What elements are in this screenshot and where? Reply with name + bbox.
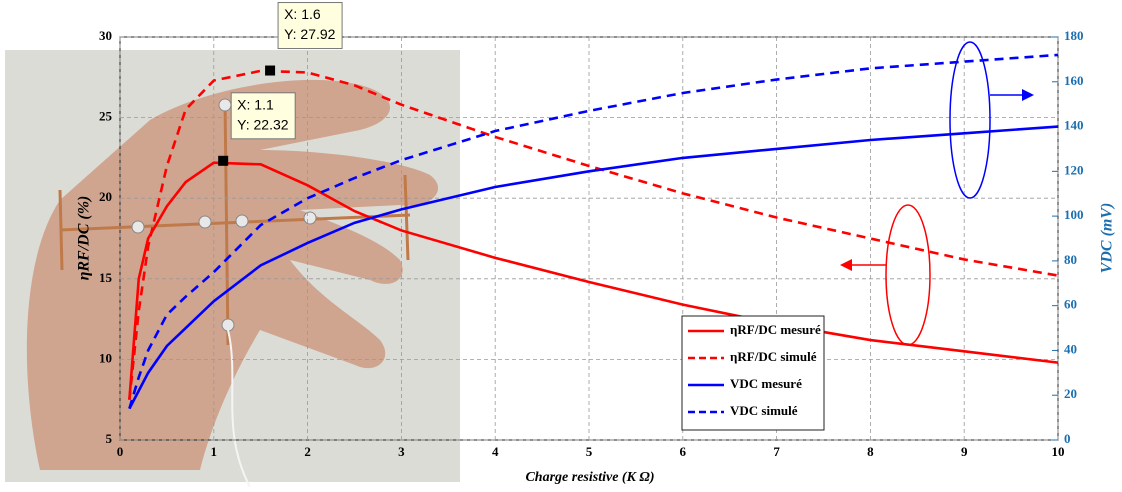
y2-axis-label: VDC (mV) (1099, 203, 1116, 274)
hand (26, 79, 439, 471)
callouts (840, 41, 1034, 346)
x-tick-label: 3 (398, 444, 405, 459)
series-line (128, 125, 1059, 410)
y-tick-label: 20 (99, 189, 112, 204)
data-tip-marker (218, 155, 229, 166)
x-tick-label: 2 (304, 444, 311, 459)
data-tip-text: Y: 27.92 (284, 26, 336, 42)
x-tick-label: 7 (773, 444, 780, 459)
components (131, 98, 317, 332)
y-axis-label: ηRF/DC (%) (76, 196, 93, 281)
x-axis-label: Charge resistive (K Ω) (525, 470, 654, 485)
series-line (128, 53, 1059, 410)
y-tick-label: 10 (99, 350, 112, 365)
wire (227, 329, 251, 488)
legend-label: ηRF/DC simulé (730, 349, 817, 364)
x-tick-label: 9 (961, 444, 968, 459)
y-tick-label: 25 (99, 109, 113, 124)
x-tick-label: 6 (680, 444, 687, 459)
data-tip-text: Y: 22.32 (237, 117, 289, 133)
y-tick-label: 5 (106, 431, 113, 446)
y-tick-label: 30 (99, 28, 112, 43)
series-line (128, 69, 1059, 400)
antenna (58, 99, 411, 346)
y2-tick-label: 80 (1064, 252, 1077, 267)
x-tick-label: 4 (492, 444, 499, 459)
x-tick-label: 0 (117, 444, 124, 459)
plot: 0 1 2 3 4 5 6 7 8 9 10 5 10 15 20 25 30 0 20 40 60 80 100 120 14… (99, 2, 1084, 459)
y2-tick-label: 40 (1064, 341, 1077, 356)
x-tick-label: 10 (1052, 444, 1065, 459)
y2-tick-label: 160 (1064, 73, 1084, 88)
y2-tick-label: 20 (1064, 386, 1077, 401)
x-tick-label: 1 (211, 444, 218, 459)
legend-label: VDC simulé (730, 403, 798, 418)
y2-tick-label: 140 (1064, 118, 1084, 133)
data-tip-marker (265, 65, 276, 76)
y2-tick-label: 100 (1064, 207, 1084, 222)
legend-label: ηRF/DC mesuré (730, 322, 821, 337)
data-tip-box (277, 2, 343, 50)
y2-tick-label: 120 (1064, 162, 1084, 177)
y2-tick-label: 0 (1064, 431, 1071, 446)
legend-label: VDC mesuré (730, 376, 802, 391)
data-tip-text: X: 1.6 (284, 6, 321, 22)
data-tip-box (230, 92, 296, 140)
y2-tick-label: 180 (1064, 28, 1084, 43)
x-tick-label: 8 (867, 444, 874, 459)
y2-tick-label: 60 (1064, 297, 1077, 312)
data-tip-text: X: 1.1 (237, 97, 274, 113)
y-tick-label: 15 (99, 270, 113, 285)
x-tick-label: 5 (586, 444, 593, 459)
